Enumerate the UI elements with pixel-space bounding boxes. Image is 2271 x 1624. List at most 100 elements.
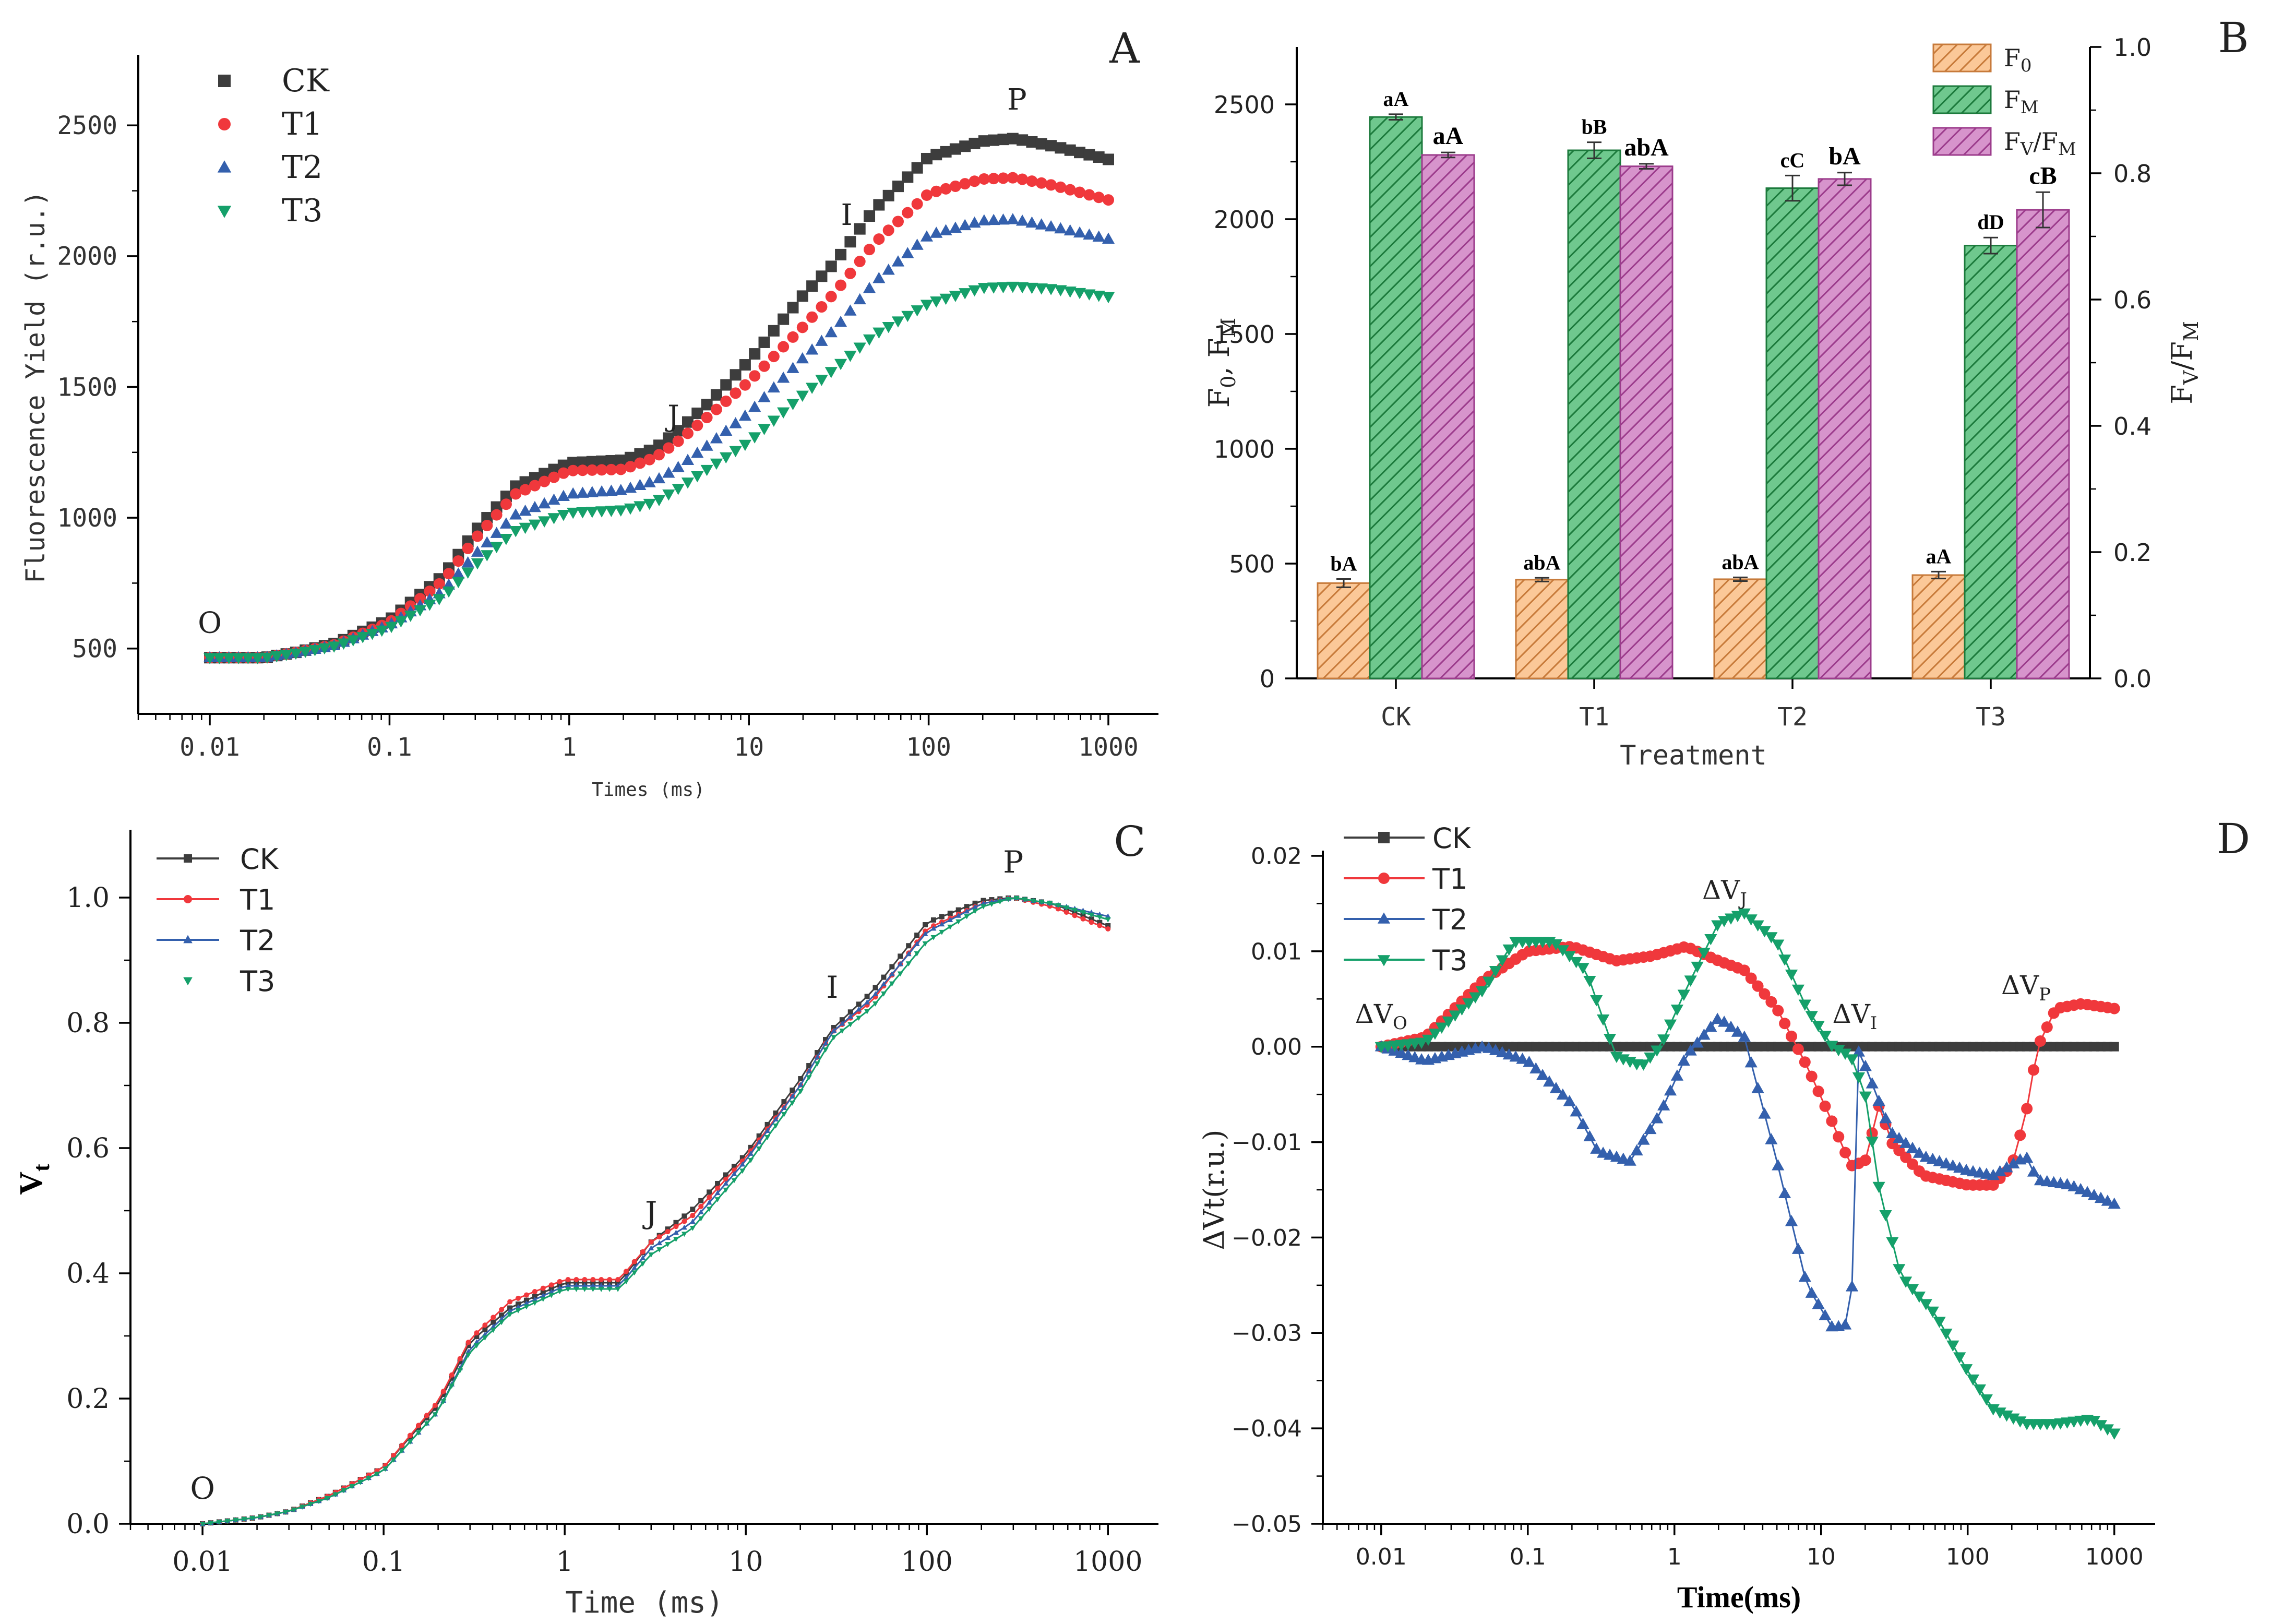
data-point (729, 417, 742, 428)
significance-label: bB (1582, 115, 1607, 139)
data-point (532, 1289, 537, 1295)
data-point (653, 449, 665, 461)
data-point (1536, 1069, 1549, 1080)
data-point (2000, 1161, 2013, 1173)
legend-marker-ck (1378, 832, 1390, 843)
data-point (366, 628, 379, 640)
data-point (816, 301, 828, 313)
data-point (519, 504, 532, 516)
data-point (576, 507, 589, 519)
data-point (768, 351, 780, 363)
data-point (959, 178, 971, 190)
data-point (540, 1285, 546, 1291)
data-point (939, 224, 952, 235)
series-t1 (204, 172, 1114, 664)
data-point (199, 1522, 206, 1527)
data-point (634, 457, 646, 469)
data-point (577, 464, 589, 476)
data-point (815, 335, 828, 346)
data-point (930, 185, 942, 197)
data-point (972, 909, 978, 914)
annotation-dv-j: ΔVJ (1702, 875, 1747, 910)
data-point (623, 1269, 629, 1274)
data-point (391, 1452, 397, 1458)
data-point (1105, 923, 1111, 928)
legend-label: F0 (2004, 44, 2032, 76)
data-point (557, 459, 569, 471)
x-tick-label: 0.01 (172, 1546, 233, 1578)
data-point (1670, 1069, 1684, 1081)
data-point (585, 507, 599, 518)
data-point (605, 455, 617, 467)
data-point (1872, 1181, 1885, 1193)
data-point (1946, 1340, 1959, 1352)
data-point (902, 171, 914, 183)
data-point (413, 605, 427, 617)
data-point (781, 1112, 787, 1117)
data-point (781, 1099, 787, 1105)
data-point (1913, 1292, 1926, 1303)
data-point (519, 476, 531, 488)
annotation-dv-o: ΔVO (1355, 999, 1407, 1034)
data-point (1651, 1112, 1664, 1124)
data-point (923, 922, 928, 928)
data-point (461, 556, 474, 568)
y-tick-label: −0.05 (1232, 1511, 1302, 1537)
data-point (972, 900, 978, 906)
legend-swatch (1932, 85, 1992, 114)
data-point (715, 1180, 721, 1186)
data-point (1017, 173, 1029, 185)
legend-label: T3 (240, 965, 275, 998)
data-point (1025, 282, 1038, 294)
data-point (1711, 1012, 1724, 1024)
data-point (1063, 905, 1070, 911)
data-point (673, 1229, 679, 1235)
data-point (415, 1430, 422, 1436)
data-point (939, 914, 945, 920)
data-point (1523, 1056, 1536, 1067)
data-point (634, 448, 646, 460)
data-point (1691, 1036, 1704, 1048)
legend-marker-ck (218, 75, 231, 87)
data-point (767, 381, 780, 393)
data-point (1469, 992, 1482, 1004)
data-point (424, 1421, 430, 1427)
data-point (1791, 1243, 1805, 1254)
data-point (516, 1301, 521, 1307)
data-point (1744, 1056, 1758, 1068)
data-point (814, 1061, 820, 1067)
data-point (756, 1139, 762, 1144)
data-point (806, 1068, 812, 1073)
data-point (1435, 1022, 1448, 1034)
data-point (1630, 1144, 1643, 1156)
data-point (806, 383, 819, 394)
data-point (1044, 220, 1058, 232)
annotation-j: J (642, 1195, 657, 1231)
data-point (1833, 1131, 1845, 1143)
data-point (491, 1319, 496, 1325)
data-point (482, 1335, 488, 1341)
data-point (710, 432, 723, 444)
data-point (1016, 214, 1029, 226)
data-point (1449, 1010, 1462, 1022)
data-point (510, 488, 522, 500)
data-point (968, 285, 981, 297)
data-point (690, 1213, 696, 1219)
data-point (1738, 1030, 1751, 1042)
data-point (540, 1293, 546, 1298)
data-point (452, 555, 464, 567)
data-point (939, 929, 945, 935)
data-point (1893, 1264, 1906, 1275)
data-point (1751, 920, 1764, 932)
data-point (1919, 1299, 1932, 1310)
legend-label: CK (1432, 822, 1472, 855)
data-point (432, 1405, 438, 1411)
data-point (643, 498, 656, 510)
data-point (720, 452, 733, 464)
data-point (1080, 910, 1086, 916)
data-point (1819, 1031, 1832, 1042)
data-point (280, 650, 293, 661)
data-point (1105, 913, 1111, 918)
data-point (1993, 1165, 2006, 1177)
data-point (1556, 1088, 1569, 1100)
